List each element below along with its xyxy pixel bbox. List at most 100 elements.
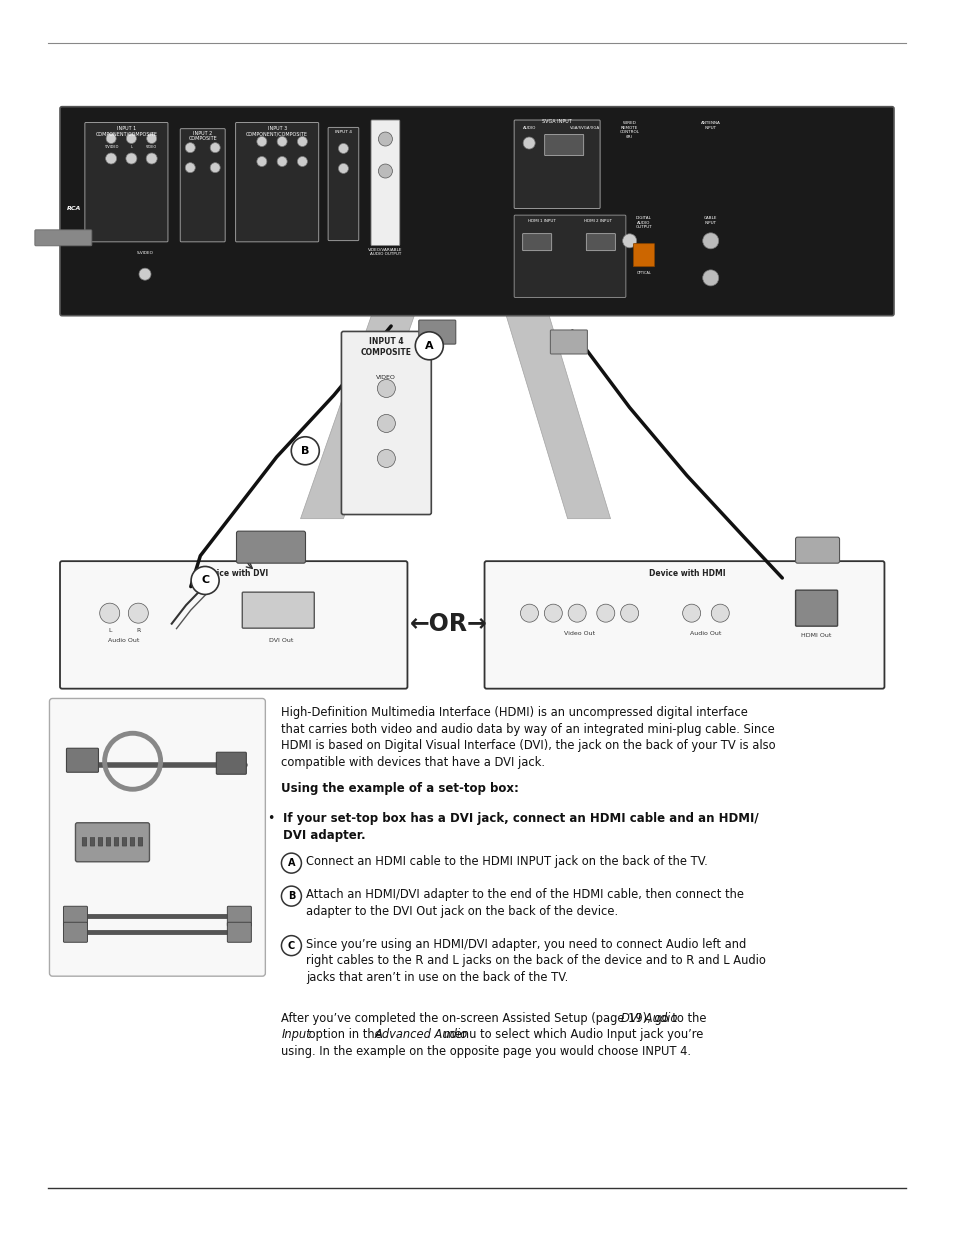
Text: C: C xyxy=(288,941,294,951)
Text: Input: Input xyxy=(281,1028,311,1041)
FancyBboxPatch shape xyxy=(64,906,88,926)
Circle shape xyxy=(338,143,348,153)
FancyBboxPatch shape xyxy=(418,320,456,345)
Circle shape xyxy=(106,133,116,143)
Circle shape xyxy=(185,143,195,153)
FancyBboxPatch shape xyxy=(82,837,87,846)
Circle shape xyxy=(276,157,287,167)
FancyBboxPatch shape xyxy=(64,923,88,942)
Text: Connect an HDMI cable to the HDMI INPUT jack on the back of the TV.: Connect an HDMI cable to the HDMI INPUT … xyxy=(306,855,707,868)
FancyBboxPatch shape xyxy=(586,233,615,251)
Text: B: B xyxy=(301,446,309,456)
Circle shape xyxy=(297,137,307,147)
FancyBboxPatch shape xyxy=(514,120,599,209)
FancyBboxPatch shape xyxy=(550,330,587,354)
FancyBboxPatch shape xyxy=(98,837,103,846)
Text: INPUT 2
COMPOSITE: INPUT 2 COMPOSITE xyxy=(188,131,217,142)
FancyBboxPatch shape xyxy=(114,837,118,846)
Circle shape xyxy=(100,603,119,624)
FancyBboxPatch shape xyxy=(50,699,265,976)
Text: INPUT 4
COMPOSITE: INPUT 4 COMPOSITE xyxy=(360,337,412,357)
FancyBboxPatch shape xyxy=(138,837,143,846)
Circle shape xyxy=(711,604,728,622)
FancyBboxPatch shape xyxy=(122,837,127,846)
Circle shape xyxy=(338,163,348,173)
Circle shape xyxy=(126,153,137,164)
Circle shape xyxy=(126,133,136,143)
FancyBboxPatch shape xyxy=(795,537,839,563)
Text: Attach an HDMI/DVI adapter to the end of the HDMI cable, then connect the: Attach an HDMI/DVI adapter to the end of… xyxy=(306,888,743,902)
FancyBboxPatch shape xyxy=(371,120,399,246)
FancyBboxPatch shape xyxy=(60,561,407,689)
FancyBboxPatch shape xyxy=(180,128,225,242)
Text: AUDIO: AUDIO xyxy=(522,126,536,130)
FancyBboxPatch shape xyxy=(522,233,551,251)
Text: right cables to the R and L jacks on the back of the device and to R and L Audio: right cables to the R and L jacks on the… xyxy=(306,955,765,967)
Circle shape xyxy=(520,604,537,622)
Circle shape xyxy=(191,567,219,594)
Circle shape xyxy=(146,153,157,164)
Text: OPTICAL: OPTICAL xyxy=(636,272,651,275)
Circle shape xyxy=(702,233,718,248)
Text: S-VIDEO: S-VIDEO xyxy=(136,251,153,254)
Circle shape xyxy=(185,163,195,173)
Text: Audio Out: Audio Out xyxy=(109,638,139,643)
Circle shape xyxy=(597,604,614,622)
Circle shape xyxy=(210,163,220,173)
Circle shape xyxy=(377,415,395,432)
FancyBboxPatch shape xyxy=(216,752,246,774)
FancyBboxPatch shape xyxy=(514,215,625,298)
FancyBboxPatch shape xyxy=(341,331,431,515)
Text: After you’ve completed the on-screen Assisted Setup (page 19), go to the: After you’ve completed the on-screen Ass… xyxy=(281,1011,710,1025)
Text: L: L xyxy=(131,146,132,149)
Circle shape xyxy=(139,268,151,280)
Text: HDMI 1 INPUT: HDMI 1 INPUT xyxy=(528,219,556,224)
Text: ←OR→: ←OR→ xyxy=(409,611,487,636)
Text: jacks that aren’t in use on the back of the TV.: jacks that aren’t in use on the back of … xyxy=(306,971,568,983)
Text: VIDEO: VIDEO xyxy=(376,375,395,380)
Text: compatible with devices that have a DVI jack.: compatible with devices that have a DVI … xyxy=(281,756,545,769)
Text: ANTENNA
INPUT: ANTENNA INPUT xyxy=(700,121,720,130)
FancyBboxPatch shape xyxy=(85,122,168,242)
Text: HDMI is based on Digital Visual Interface (DVI), the jack on the back of your TV: HDMI is based on Digital Visual Interfac… xyxy=(281,740,775,752)
Text: WIRED
REMOTE
CONTROL
(IR): WIRED REMOTE CONTROL (IR) xyxy=(619,121,639,138)
Text: INPUT 1
COMPONENT/COMPOSITE: INPUT 1 COMPONENT/COMPOSITE xyxy=(95,126,157,136)
Circle shape xyxy=(281,887,301,906)
Text: A: A xyxy=(424,341,434,351)
Circle shape xyxy=(210,143,220,153)
Text: If your set-top box has a DVI jack, connect an HDMI cable and an HDMI/: If your set-top box has a DVI jack, conn… xyxy=(283,813,759,825)
Text: Advanced Audio: Advanced Audio xyxy=(374,1028,467,1041)
Circle shape xyxy=(378,164,392,178)
FancyBboxPatch shape xyxy=(106,837,111,846)
Circle shape xyxy=(129,603,148,624)
Text: CABLE
INPUT: CABLE INPUT xyxy=(703,216,717,225)
Text: SVGA INPUT: SVGA INPUT xyxy=(541,119,572,124)
FancyBboxPatch shape xyxy=(328,127,358,241)
FancyBboxPatch shape xyxy=(484,561,883,689)
Circle shape xyxy=(276,137,287,147)
Text: Device with DVI: Device with DVI xyxy=(199,569,268,578)
Text: Video Out: Video Out xyxy=(563,631,594,636)
FancyBboxPatch shape xyxy=(235,122,318,242)
FancyBboxPatch shape xyxy=(91,837,94,846)
FancyBboxPatch shape xyxy=(227,923,251,942)
Text: A: A xyxy=(288,858,294,868)
Circle shape xyxy=(377,450,395,468)
Text: VIDEO/VARIABLE
AUDIO OUTPUT: VIDEO/VARIABLE AUDIO OUTPUT xyxy=(368,247,402,256)
Circle shape xyxy=(622,233,636,248)
Text: RCA: RCA xyxy=(67,206,81,211)
Text: DIGITAL
AUDIO
OUTPUT: DIGITAL AUDIO OUTPUT xyxy=(635,216,652,230)
Circle shape xyxy=(281,853,301,873)
Text: DVI Audio: DVI Audio xyxy=(620,1011,677,1025)
Circle shape xyxy=(256,157,267,167)
Polygon shape xyxy=(505,314,610,519)
Text: Since you’re using an HDMI/DVI adapter, you need to connect Audio left and: Since you’re using an HDMI/DVI adapter, … xyxy=(306,937,746,951)
Text: Using the example of a set-top box:: Using the example of a set-top box: xyxy=(281,783,518,795)
Polygon shape xyxy=(300,314,415,519)
Text: HDMI Out: HDMI Out xyxy=(801,634,831,638)
Text: Audio Out: Audio Out xyxy=(690,631,720,636)
Text: L: L xyxy=(108,629,112,634)
Text: C: C xyxy=(201,576,209,585)
Circle shape xyxy=(106,153,116,164)
Text: R: R xyxy=(136,629,140,634)
